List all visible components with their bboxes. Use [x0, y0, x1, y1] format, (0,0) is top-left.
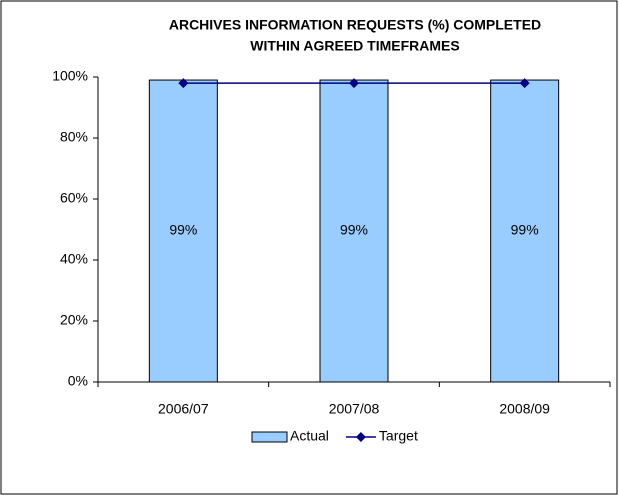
y-tick-label: 0% — [68, 373, 88, 389]
x-tick-label: 2008/09 — [499, 401, 550, 417]
chart-title: WITHIN AGREED TIMEFRAMES — [250, 38, 459, 54]
data-label: 99% — [169, 222, 197, 238]
legend-label: Target — [379, 428, 418, 444]
legend-marker — [355, 432, 366, 442]
y-tick-label: 100% — [52, 68, 88, 84]
data-label: 99% — [511, 222, 539, 238]
y-tick-label: 60% — [60, 190, 88, 206]
x-tick-label: 2006/07 — [158, 401, 209, 417]
y-tick-label: 40% — [60, 251, 88, 267]
target-marker — [178, 78, 189, 89]
bar — [319, 79, 389, 383]
target-marker — [519, 78, 530, 89]
legend-label: Actual — [290, 428, 329, 444]
y-tick-label: 80% — [60, 129, 88, 145]
x-tick-label: 2007/08 — [329, 401, 380, 417]
y-tick-label: 20% — [60, 312, 88, 328]
legend-swatch — [251, 431, 288, 443]
target-marker — [349, 78, 359, 89]
chart-title: ARCHIVES INFORMATION REQUESTS (%) COMPLE… — [169, 17, 541, 33]
data-label: 99% — [340, 222, 368, 238]
bar — [148, 79, 218, 383]
